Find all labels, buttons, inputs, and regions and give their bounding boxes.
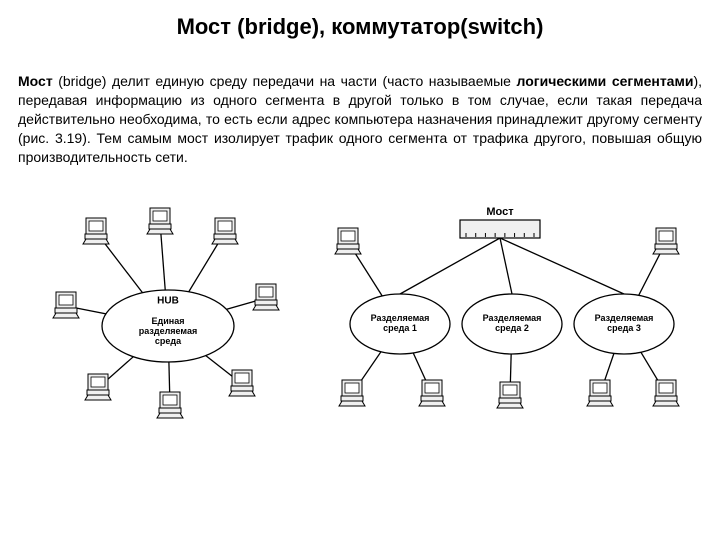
computer-icon xyxy=(212,218,238,244)
computer-icon xyxy=(157,392,183,418)
computer-icon xyxy=(653,228,679,254)
description-paragraph: Мост (bridge) делит единую среду передач… xyxy=(0,40,720,166)
page-title: Мост (bridge), коммутатор(switch) xyxy=(0,0,720,40)
computer-icon xyxy=(253,284,279,310)
computer-icon xyxy=(229,370,255,396)
computer-icon xyxy=(339,380,365,406)
computer-icon xyxy=(83,218,109,244)
computer-icon xyxy=(335,228,361,254)
segment-label-2: Разделяемая среда 2 xyxy=(483,315,542,335)
bridge-icon xyxy=(460,220,540,238)
network-diagram: Единая разделяемая среда HUB Мост Разделяем… xyxy=(0,176,720,476)
hub-label: HUB xyxy=(157,296,179,307)
computer-icon xyxy=(497,382,523,408)
segment-label-1: Разделяемая среда 1 xyxy=(371,315,430,335)
computer-icon xyxy=(53,292,79,318)
hub-ellipse-label: Единая разделяемая среда xyxy=(139,318,197,348)
computer-icon xyxy=(85,374,111,400)
bridge-label: Мост xyxy=(486,206,513,218)
computer-icon xyxy=(587,380,613,406)
computer-icon xyxy=(419,380,445,406)
segment-label-3: Разделяемая среда 3 xyxy=(595,315,654,335)
computer-icon xyxy=(147,208,173,234)
computer-icon xyxy=(653,380,679,406)
